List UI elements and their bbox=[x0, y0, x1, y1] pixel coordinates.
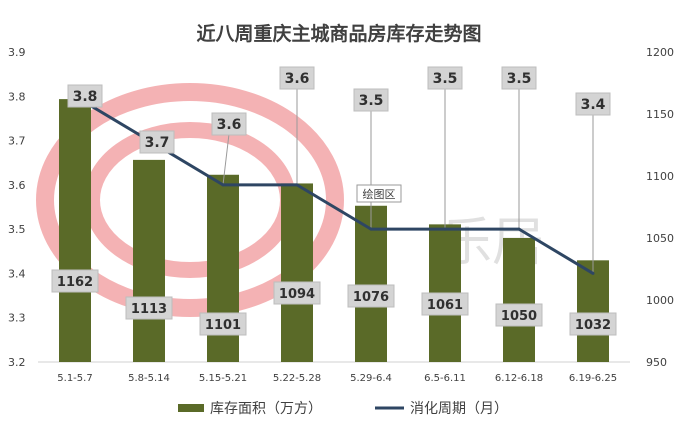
line-data-label-box bbox=[279, 66, 315, 90]
line-point bbox=[221, 183, 225, 187]
chart-title: 近八周重庆主城商品房库存走势图 bbox=[196, 22, 481, 45]
line-data-label: 3.5 bbox=[433, 71, 458, 87]
bar-data-labels: 1162 1113 1101 1094 1076 1061 1050 1032 bbox=[51, 269, 617, 336]
line-data-label: 3.8 bbox=[73, 89, 98, 105]
right-y-tick-label: 1200 bbox=[646, 46, 674, 59]
x-tick-label: 5.29-6.4 bbox=[350, 373, 392, 384]
x-tick-label: 6.5-6.11 bbox=[424, 373, 466, 384]
left-y-tick-label: 3.9 bbox=[8, 46, 26, 59]
left-y-tick-label: 3.5 bbox=[8, 223, 26, 236]
line-data-label-box bbox=[575, 92, 611, 116]
bar-data-label: 1076 bbox=[353, 290, 389, 305]
bar-data-label-box bbox=[273, 281, 321, 305]
left-y-tick-label: 3.3 bbox=[8, 312, 26, 325]
line-point bbox=[295, 183, 299, 187]
left-y-tick-label: 3.4 bbox=[8, 267, 26, 280]
line-data-labels: 3.8 3.7 3.6 3.6 3.5 3.5 3.5 3.4 bbox=[67, 66, 611, 154]
left-y-tick-label: 3.7 bbox=[8, 135, 26, 148]
line-data-label-box bbox=[501, 66, 537, 90]
line-data-label: 3.6 bbox=[217, 117, 242, 133]
bar-data-label: 1032 bbox=[575, 318, 611, 333]
line-data-label: 3.5 bbox=[507, 71, 532, 87]
left-y-tick-label: 3.8 bbox=[8, 90, 26, 103]
bar-data-label-box bbox=[51, 269, 99, 293]
line-point bbox=[517, 227, 521, 231]
line-data-label: 3.6 bbox=[285, 71, 310, 87]
bar bbox=[503, 238, 535, 362]
bar-data-label-box bbox=[199, 312, 247, 336]
line-data-label-box bbox=[353, 88, 389, 112]
bar-data-label-box bbox=[569, 312, 617, 336]
bar-data-label-box bbox=[347, 284, 395, 308]
line-point bbox=[369, 227, 373, 231]
x-tick-label: 5.1-5.7 bbox=[57, 373, 92, 384]
bar-data-label: 1101 bbox=[205, 318, 241, 333]
right-y-tick-label: 1050 bbox=[646, 232, 674, 245]
bar-data-label: 1162 bbox=[57, 275, 93, 290]
x-axis-ticks: 5.1-5.7 5.8-5.14 5.15-5.21 5.22-5.28 5.29-6.… bbox=[57, 373, 617, 384]
left-y-axis: 3.2 3.3 3.4 3.5 3.6 3.7 3.8 3.9 bbox=[8, 46, 26, 369]
line-data-label: 3.7 bbox=[145, 135, 170, 151]
bar-data-label: 1094 bbox=[279, 287, 315, 302]
left-y-tick-label: 3.6 bbox=[8, 179, 26, 192]
right-y-tick-label: 950 bbox=[646, 356, 667, 369]
right-y-axis: 950 1000 1050 1100 1150 1200 bbox=[646, 46, 674, 369]
line-data-label-box bbox=[427, 66, 463, 90]
legend-label-line: 消化周期（月） bbox=[410, 401, 508, 417]
x-tick-label: 6.19-6.25 bbox=[569, 373, 617, 384]
legend-swatch-bar bbox=[178, 404, 204, 412]
line-data-label: 3.4 bbox=[581, 97, 606, 113]
line-data-label: 3.5 bbox=[359, 93, 384, 109]
bar-data-label-box bbox=[421, 292, 469, 316]
line-data-label-box bbox=[139, 130, 175, 154]
bar-data-label: 1050 bbox=[501, 309, 537, 324]
tooltip-box bbox=[356, 184, 402, 203]
right-y-tick-label: 1100 bbox=[646, 170, 674, 183]
watermark-ring-outer bbox=[36, 83, 344, 317]
callout-leader bbox=[222, 133, 230, 185]
line-point bbox=[443, 227, 447, 231]
right-y-tick-label: 1000 bbox=[646, 294, 674, 307]
line-data-label-box bbox=[67, 84, 103, 108]
line-point bbox=[591, 271, 595, 275]
bar bbox=[577, 260, 609, 362]
bar bbox=[133, 159, 165, 362]
legend-label-bar: 库存面积（万方） bbox=[210, 401, 322, 417]
watermark-ring-inner bbox=[84, 122, 296, 278]
x-tick-label: 6.12-6.18 bbox=[495, 373, 543, 384]
x-tick-label: 5.22-5.28 bbox=[273, 373, 321, 384]
bar-data-label-box bbox=[125, 296, 173, 320]
bar bbox=[281, 183, 313, 362]
x-tick-label: 5.15-5.21 bbox=[199, 373, 247, 384]
bar-data-label: 1061 bbox=[427, 298, 463, 313]
bar bbox=[59, 99, 91, 363]
tooltip-text: 绘图区 bbox=[363, 187, 396, 201]
line-label-callouts bbox=[222, 88, 594, 274]
bar-data-label-box bbox=[495, 303, 543, 327]
legend: 库存面积（万方） 消化周期（月） bbox=[178, 401, 508, 417]
plot-area-tooltip: 绘图区 bbox=[356, 184, 402, 203]
left-y-tick-label: 3.2 bbox=[8, 356, 26, 369]
right-y-tick-label: 1150 bbox=[646, 108, 674, 121]
x-tick-label: 5.8-5.14 bbox=[128, 373, 170, 384]
bar-data-label: 1113 bbox=[131, 302, 167, 317]
bar bbox=[355, 205, 387, 362]
line-data-label-box bbox=[211, 112, 247, 136]
